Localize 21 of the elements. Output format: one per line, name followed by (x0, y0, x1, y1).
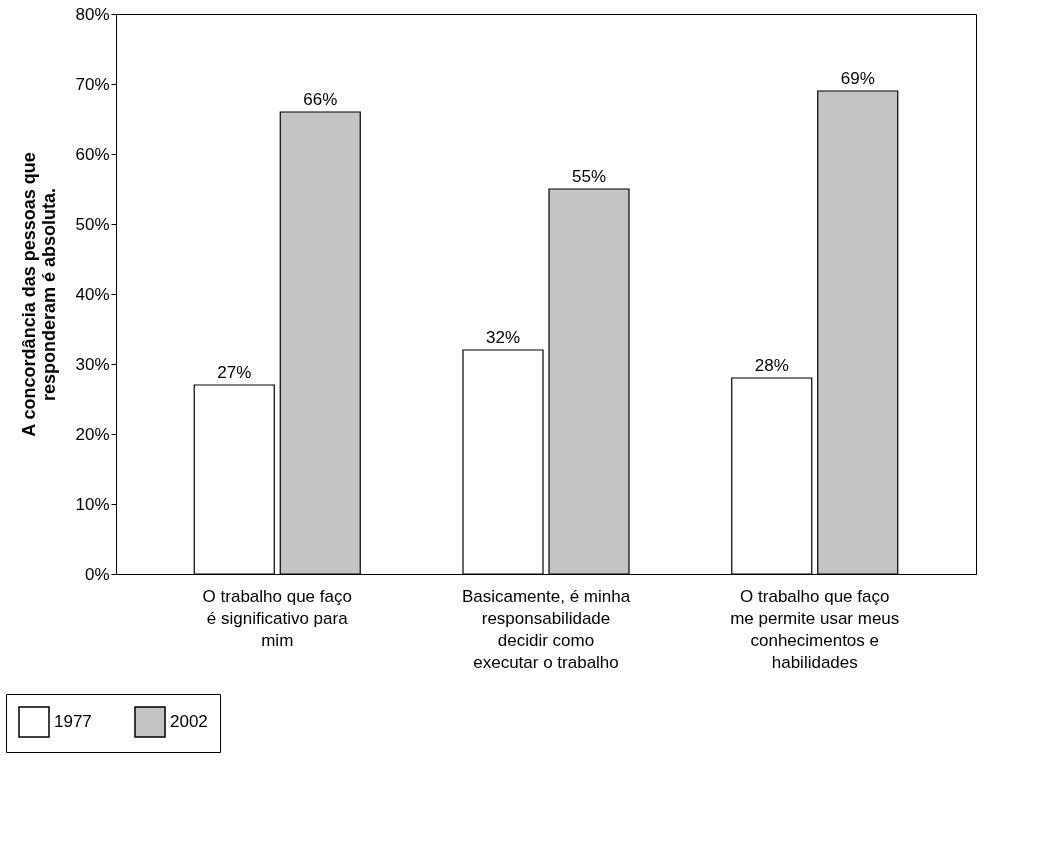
y-axis-title: A concordância das pessoas que responderam é absoluta. (19, 152, 60, 437)
y-tick-label: 0% (84, 564, 110, 584)
data-label: 28% (754, 356, 789, 375)
x-tick-label: O trabalho que faço me permite usar meus conhecimentos e habilidades (730, 586, 900, 672)
legend-label: 2002 (170, 712, 208, 731)
x-tick-label: O trabalho que faço é significativo para mim (202, 586, 352, 650)
y-tick-label: 40% (75, 284, 110, 304)
data-label: 66% (303, 90, 338, 109)
y-tick-label: 50% (75, 214, 110, 234)
y-tick-label: 10% (75, 494, 110, 514)
legend-label: 1977 (54, 712, 92, 731)
y-tick-label: 60% (75, 144, 110, 164)
y-tick-label: 80% (75, 4, 110, 24)
data-label: 32% (485, 328, 521, 347)
y-tick-label: 20% (75, 424, 110, 444)
data-label: 27% (217, 363, 252, 382)
y-tick-label: 30% (75, 354, 110, 374)
x-tick-label: Basicamente, é minha responsabilidade decidir como executar o trabalho (461, 586, 631, 672)
data-label: 69% (840, 69, 875, 88)
y-tick-label: 70% (75, 74, 110, 94)
data-label: 55% (571, 167, 607, 186)
